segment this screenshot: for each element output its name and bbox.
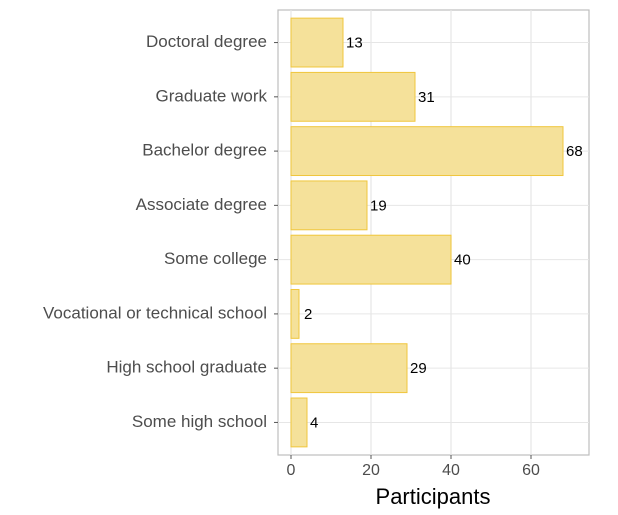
y-tick-label: Associate degree bbox=[136, 195, 267, 214]
bar bbox=[290, 343, 408, 394]
value-label: 68 bbox=[566, 143, 583, 160]
bar bbox=[290, 126, 564, 177]
x-axis-title: Participants bbox=[376, 484, 491, 509]
value-label: 13 bbox=[346, 35, 363, 52]
y-tick-label: Some college bbox=[164, 249, 267, 268]
y-tick-label: Some high school bbox=[132, 412, 267, 431]
bar bbox=[290, 17, 344, 68]
value-label: 19 bbox=[370, 197, 387, 214]
value-label: 29 bbox=[410, 360, 427, 377]
y-tick-label: High school graduate bbox=[106, 358, 267, 377]
x-tick-label: 40 bbox=[442, 462, 460, 479]
y-tick-label: Doctoral degree bbox=[146, 32, 267, 51]
value-label: 40 bbox=[454, 252, 471, 269]
bar bbox=[290, 180, 368, 231]
y-tick-label: Graduate work bbox=[156, 86, 268, 105]
value-label: 4 bbox=[310, 414, 318, 431]
bar bbox=[290, 234, 452, 285]
value-label: 2 bbox=[304, 306, 312, 323]
x-tick-label: 0 bbox=[287, 462, 296, 479]
bar bbox=[290, 288, 300, 339]
bar bbox=[290, 397, 308, 448]
bar bbox=[290, 71, 416, 122]
x-tick-label: 20 bbox=[362, 462, 380, 479]
x-tick-label: 60 bbox=[522, 462, 540, 479]
y-tick-label: Bachelor degree bbox=[142, 141, 267, 160]
value-label: 31 bbox=[418, 89, 435, 106]
y-tick-label: Vocational or technical school bbox=[43, 303, 267, 322]
